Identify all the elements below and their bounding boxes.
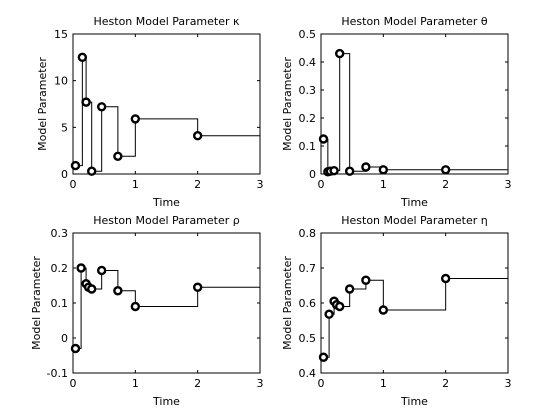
xtick-label-eta: 0 xyxy=(318,377,325,390)
ticks-rho: 0 1 2 3-0.100.10.20.3 xyxy=(47,227,264,390)
ytick-label-theta: 0.5 xyxy=(299,28,317,41)
ytick-label-theta: 0.4 xyxy=(299,56,317,69)
data-point-theta xyxy=(361,162,371,172)
panel-kappa: Heston Model Parameter κ Time Model Para… xyxy=(36,15,264,209)
data-point-theta xyxy=(318,134,329,144)
ytick-label-theta: 0 xyxy=(309,168,316,181)
plot-area-theta xyxy=(320,33,509,175)
panel-theta: Heston Model Parameter θ Time Model Para… xyxy=(281,15,512,209)
data-point-kappa xyxy=(130,114,141,124)
panel-eta: Heston Model Parameter η Time Model Para… xyxy=(281,214,512,408)
title-rho: Heston Model Parameter ρ xyxy=(93,214,240,227)
xtick-label-eta: 2 xyxy=(442,377,449,390)
ytick-label-kappa: 5 xyxy=(61,121,68,134)
ytick-label-eta: 0.5 xyxy=(299,332,317,345)
data-point-theta xyxy=(335,48,345,59)
data-point-kappa xyxy=(70,160,81,171)
ytick-label-rho: 0.2 xyxy=(51,262,69,275)
ticks-kappa: 0 1 2 3 0 5 10 15 xyxy=(54,28,264,191)
xtick-label-theta: 3 xyxy=(505,178,512,191)
ytick-label-rho: -0.1 xyxy=(47,367,68,380)
ticks-theta: 0 1 2 3 0 0.1 0.2 0.3 0.4 0.5 xyxy=(299,28,512,191)
data-point-eta xyxy=(335,301,345,312)
data-point-kappa xyxy=(192,131,203,141)
data-point-theta xyxy=(329,165,339,176)
ytick-label-kappa: 15 xyxy=(54,28,68,41)
data-point-eta xyxy=(318,352,329,362)
data-point-eta xyxy=(324,309,334,319)
data-point-rho xyxy=(76,263,86,273)
ytick-label-eta: 0.4 xyxy=(299,367,317,380)
ytick-label-theta: 0.1 xyxy=(299,140,317,153)
xtick-label-kappa: 1 xyxy=(132,178,139,191)
plot-area-eta xyxy=(320,232,509,374)
data-point-kappa xyxy=(77,52,88,63)
xlabel-eta: Time xyxy=(400,395,428,408)
data-point-kappa xyxy=(113,151,123,161)
xtick-label-eta: 1 xyxy=(380,377,387,390)
ticks-eta: 0 1 2 3 0.4 0.5 0.6 0.7 0.8 xyxy=(299,227,512,390)
data-point-theta xyxy=(440,165,451,175)
xlabel-kappa: Time xyxy=(152,196,180,209)
data-point-eta xyxy=(440,273,451,284)
data-point-eta xyxy=(378,305,389,315)
xtick-label-theta: 0 xyxy=(318,178,325,191)
series-kappa xyxy=(70,52,260,176)
ytick-label-rho: 0.3 xyxy=(51,227,69,240)
data-point-kappa xyxy=(86,166,97,176)
data-point-rho xyxy=(70,343,81,354)
ytick-label-kappa: 10 xyxy=(54,75,68,88)
ylabel-theta: Model Parameter xyxy=(281,57,294,151)
plot-area-rho xyxy=(72,232,261,374)
xtick-label-theta: 2 xyxy=(442,178,449,191)
ylabel-rho: Model Parameter xyxy=(30,256,43,350)
ylabel-eta: Model Parameter xyxy=(281,256,294,350)
data-point-rho xyxy=(86,284,97,294)
ytick-label-rho: 0.1 xyxy=(51,297,69,310)
title-eta: Heston Model Parameter η xyxy=(341,214,488,227)
series-theta xyxy=(318,48,508,177)
ytick-label-theta: 0.3 xyxy=(299,84,317,97)
data-point-kappa xyxy=(96,102,107,112)
data-point-rho xyxy=(113,286,123,296)
ylabel-kappa: Model Parameter xyxy=(36,57,49,151)
xtick-label-kappa: 0 xyxy=(70,178,77,191)
xlabel-rho: Time xyxy=(152,395,180,408)
data-point-theta xyxy=(378,165,389,175)
xtick-label-rho: 3 xyxy=(257,377,264,390)
xtick-label-kappa: 2 xyxy=(194,178,201,191)
xtick-label-kappa: 3 xyxy=(257,178,264,191)
data-point-rho xyxy=(130,301,141,312)
xtick-label-rho: 1 xyxy=(132,377,139,390)
data-point-kappa xyxy=(81,97,91,107)
data-point-rho xyxy=(192,282,203,292)
ytick-label-eta: 0.6 xyxy=(299,297,317,310)
data-point-theta xyxy=(344,166,355,176)
data-point-eta xyxy=(361,275,371,285)
ytick-label-kappa: 0 xyxy=(61,168,68,181)
ytick-label-eta: 0.7 xyxy=(299,262,317,275)
ytick-label-rho: 0 xyxy=(61,332,68,345)
xlabel-theta: Time xyxy=(400,196,428,209)
ytick-label-theta: 0.2 xyxy=(299,112,317,125)
xtick-label-theta: 1 xyxy=(380,178,387,191)
series-eta xyxy=(318,273,508,362)
xtick-label-eta: 3 xyxy=(505,377,512,390)
data-point-eta xyxy=(344,284,355,294)
title-kappa: Heston Model Parameter κ xyxy=(93,15,240,28)
data-point-rho xyxy=(96,265,107,276)
xtick-label-rho: 0 xyxy=(70,377,77,390)
xtick-label-rho: 2 xyxy=(194,377,201,390)
panel-rho: Heston Model Parameter ρ Time Model Para… xyxy=(30,214,264,408)
title-theta: Heston Model Parameter θ xyxy=(341,15,488,28)
series-rho xyxy=(70,263,260,354)
ytick-label-eta: 0.8 xyxy=(299,227,317,240)
